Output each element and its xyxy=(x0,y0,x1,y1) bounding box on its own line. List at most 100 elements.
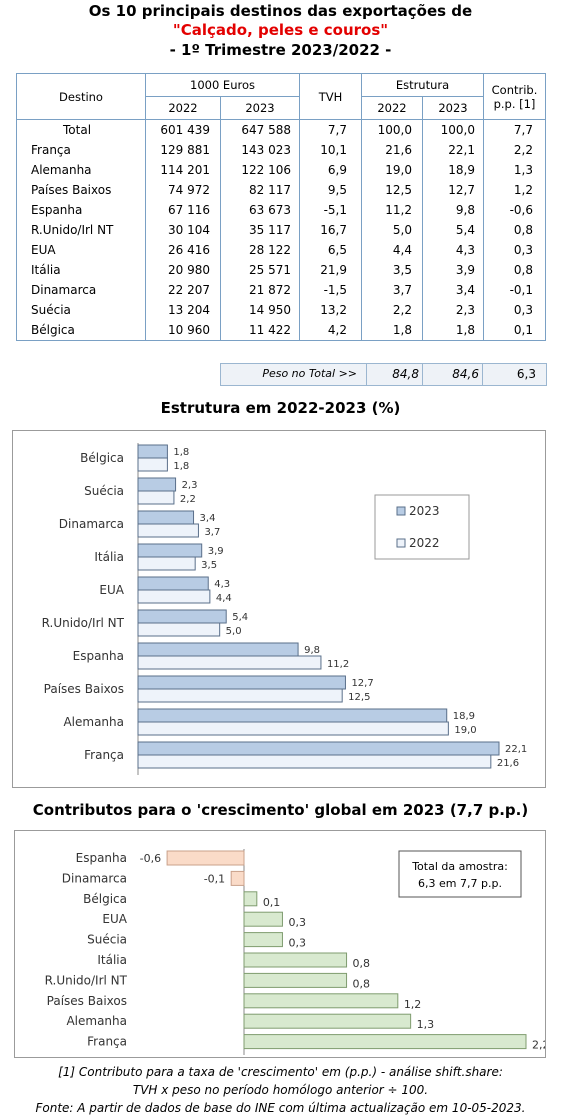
peso-contrib-cell: 6,3 xyxy=(482,363,547,386)
cell-name: Itália xyxy=(16,260,146,280)
bar-2023 xyxy=(137,444,168,459)
cell-e2022: 3,7 xyxy=(361,280,423,300)
category-label: Espanha xyxy=(73,649,124,663)
cell-v2023: 82 117 xyxy=(220,180,300,200)
cell-name: Dinamarca xyxy=(16,280,146,300)
cell-v2023: 28 122 xyxy=(220,240,300,260)
sub-2023-estrutura: 2023 xyxy=(422,96,484,120)
contrib-bar xyxy=(243,891,258,907)
peso-2022-cell: 84,8 xyxy=(366,363,424,386)
bar-2022 xyxy=(137,721,449,736)
cell-e2023: 9,8 xyxy=(422,200,484,220)
data-label-2022: 11,2 xyxy=(327,659,349,670)
data-label: -0,6 xyxy=(140,852,161,865)
contrib-bar xyxy=(243,1034,527,1050)
data-label-2023: 3,9 xyxy=(208,546,224,557)
cell-e2023: 5,4 xyxy=(422,220,484,240)
category-label: Alemanha xyxy=(66,1014,127,1028)
cell-name: Total xyxy=(16,119,146,140)
col-euros: 1000 Euros xyxy=(145,73,300,97)
cell-tvh: 4,2 xyxy=(299,320,362,341)
data-label-2023: 12,7 xyxy=(351,678,373,689)
col-destino: Destino xyxy=(16,73,146,120)
data-label-2022: 1,8 xyxy=(173,461,189,472)
cell-name: EUA xyxy=(16,240,146,260)
cell-contrib: 7,7 xyxy=(483,119,546,140)
sub-2022-euros: 2022 xyxy=(145,96,221,120)
cell-name: Espanha xyxy=(16,200,146,220)
table-row: França 129 881 143 023 10,1 21,6 22,1 2,2 xyxy=(16,140,546,160)
cell-v2022: 30 104 xyxy=(145,220,221,240)
structure-chart: Bélgica 1,8 1,8 Suécia 2,3 2,2 Dinamarca 3,4 3,7… xyxy=(42,443,527,775)
cell-e2022: 4,4 xyxy=(361,240,423,260)
cell-e2022: 19,0 xyxy=(361,160,423,180)
cell-v2023: 647 588 xyxy=(220,119,300,140)
data-label: 1,3 xyxy=(417,1018,435,1031)
cell-e2023: 3,9 xyxy=(422,260,484,280)
category-label: Suécia xyxy=(87,933,127,947)
table-row: Suécia 13 204 14 950 13,2 2,2 2,3 0,3 xyxy=(16,300,546,320)
data-label-2022: 21,6 xyxy=(497,758,519,769)
bar-2023 xyxy=(137,708,448,723)
data-label: -0,1 xyxy=(204,872,225,885)
cell-v2023: 122 106 xyxy=(220,160,300,180)
data-label-2022: 3,5 xyxy=(201,560,217,571)
cell-e2023: 12,7 xyxy=(422,180,484,200)
cell-contrib: 0,1 xyxy=(483,320,546,341)
contrib-bar xyxy=(166,850,245,866)
sub-2023-euros: 2023 xyxy=(220,96,300,120)
footnote-source: Fonte: A partir de dados de base do INE … xyxy=(35,1101,526,1115)
category-label: EUA xyxy=(99,583,124,597)
annotation-line2: 6,3 em 7,7 p.p. xyxy=(418,877,502,890)
cell-e2023: 18,9 xyxy=(422,160,484,180)
data-label-2023: 22,1 xyxy=(505,744,527,755)
cell-contrib: 2,2 xyxy=(483,140,546,160)
annotation-box xyxy=(398,850,522,898)
cell-v2023: 14 950 xyxy=(220,300,300,320)
bar-2023 xyxy=(137,675,346,690)
bar-2023 xyxy=(137,543,203,558)
table-row: Países Baixos 74 972 82 117 9,5 12,5 12,7 1,2 xyxy=(16,180,546,200)
cell-tvh: 13,2 xyxy=(299,300,362,320)
cell-e2022: 1,8 xyxy=(361,320,423,341)
bar-2022 xyxy=(137,655,322,670)
category-label: França xyxy=(87,1035,127,1049)
bar-2022 xyxy=(137,556,196,571)
data-label-2022: 4,4 xyxy=(216,593,232,604)
cell-v2022: 22 207 xyxy=(145,280,221,300)
annotation-line1: Total da amostra: xyxy=(411,860,508,873)
cell-e2023: 2,3 xyxy=(422,300,484,320)
peso-contrib: 6,3 xyxy=(516,367,536,381)
cell-e2023: 3,4 xyxy=(422,280,484,300)
category-label: Países Baixos xyxy=(47,994,127,1008)
legend-box xyxy=(374,494,470,560)
bar-2023 xyxy=(137,477,177,492)
cell-name: França xyxy=(16,140,146,160)
contrib-bar xyxy=(243,911,283,927)
bar-2022 xyxy=(137,688,343,703)
cell-name: Bélgica xyxy=(16,320,146,341)
cell-v2022: 20 980 xyxy=(145,260,221,280)
contrib-bar xyxy=(243,972,348,988)
cell-v2023: 21 872 xyxy=(220,280,300,300)
category-label: Bélgica xyxy=(83,892,127,906)
data-label-2022: 12,5 xyxy=(348,692,370,703)
data-label: 2,2 xyxy=(532,1039,545,1052)
page-subtitle-product: "Calçado, peles e couros" xyxy=(172,21,389,39)
category-label: Países Baixos xyxy=(44,682,124,696)
cell-contrib: 1,3 xyxy=(483,160,546,180)
category-label: Bélgica xyxy=(80,451,124,465)
cell-v2023: 35 117 xyxy=(220,220,300,240)
bar-2022 xyxy=(137,490,175,505)
cell-tvh: 7,7 xyxy=(299,119,362,140)
legend-label-2023: 2023 xyxy=(409,504,440,518)
cell-tvh: 9,5 xyxy=(299,180,362,200)
chart2-title: Contributos para o 'crescimento' global … xyxy=(32,801,529,819)
cell-v2022: 26 416 xyxy=(145,240,221,260)
cell-name: R.Unido/Irl NT xyxy=(16,220,146,240)
table-row: Bélgica 10 960 11 422 4,2 1,8 1,8 0,1 xyxy=(16,320,546,341)
cell-v2023: 143 023 xyxy=(220,140,300,160)
chart2-frame: Espanha -0,6 Dinamarca -0,1 Bélgica 0,1 EUA 0,3… xyxy=(14,830,550,1058)
data-label-2022: 2,2 xyxy=(180,494,196,505)
data-label-2023: 3,4 xyxy=(200,513,216,524)
